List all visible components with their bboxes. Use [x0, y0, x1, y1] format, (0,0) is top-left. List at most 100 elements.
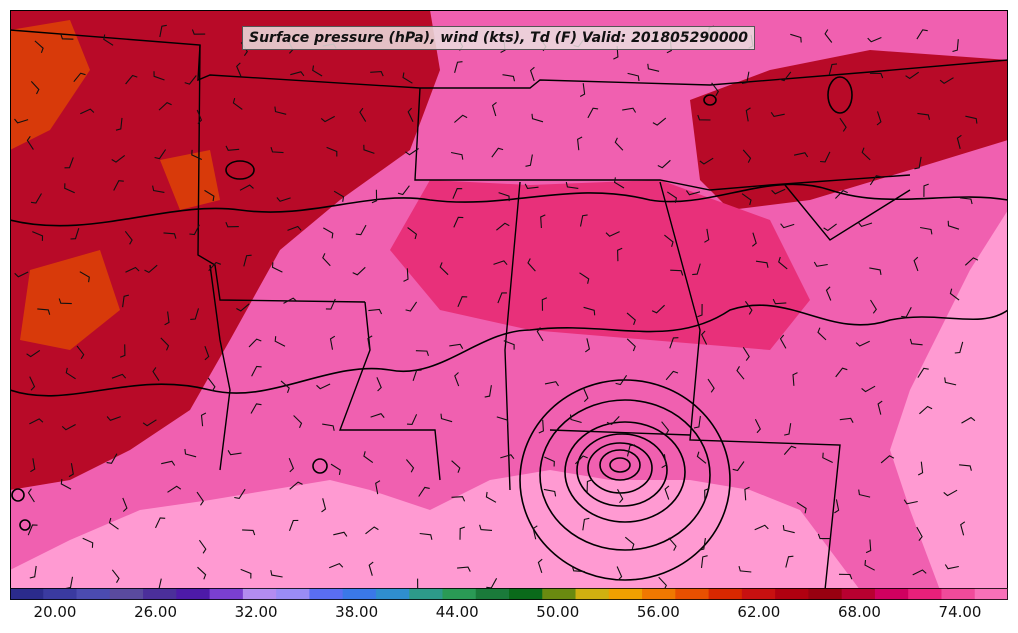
wind-barb [196, 109, 203, 124]
wind-barb [454, 61, 463, 73]
wind-barb [30, 81, 40, 95]
wind-barb [543, 488, 557, 497]
wind-barb [699, 157, 714, 165]
wind-barb [664, 234, 674, 247]
wind-barb [491, 101, 497, 117]
wind-barb [778, 256, 788, 270]
wind-barb [240, 568, 252, 579]
wind-barb [944, 564, 959, 570]
wind-barb [496, 416, 509, 426]
wind-barb [108, 517, 119, 530]
wind-barb [869, 267, 882, 275]
wind-barb [76, 345, 85, 360]
wind-barb [58, 298, 72, 305]
wind-barb [371, 189, 378, 204]
colorbar-tick-label: 44.00 [435, 603, 479, 621]
wind-barb [333, 190, 345, 202]
wind-barb [198, 539, 207, 554]
wind-barb [828, 63, 838, 76]
wind-barb [419, 532, 433, 540]
colorbar-cell [908, 588, 942, 600]
colorbar-cell [841, 588, 876, 600]
colorbar-cell [475, 588, 510, 600]
wind-barb [959, 197, 973, 205]
wind-barb [536, 327, 544, 342]
wind-barb [439, 262, 449, 276]
wind-barb [236, 303, 250, 312]
wind-barb [14, 271, 29, 278]
wind-barb [111, 569, 120, 583]
colorbar-cell [509, 588, 543, 600]
wind-barb [626, 444, 636, 457]
wind-barb [355, 224, 367, 236]
wind-barb [857, 222, 873, 228]
wind-barb [329, 335, 336, 350]
wind-barb [858, 489, 871, 498]
wind-barb [326, 146, 338, 157]
wind-barb [375, 480, 381, 495]
colorbar-cell [109, 588, 144, 600]
wind-barb [664, 485, 670, 500]
wind-barb [290, 71, 305, 77]
wind-barb [657, 159, 671, 169]
colorbar-tick-label: 38.00 [335, 603, 379, 621]
wind-barb [704, 487, 710, 502]
colorbar-cell [775, 588, 809, 600]
pressure-isobars [10, 76, 1008, 581]
colorbar-cell [342, 588, 377, 600]
wind-barb [124, 230, 133, 245]
wind-barb [155, 517, 166, 529]
wind-barb [785, 555, 794, 568]
wind-barb [122, 294, 130, 308]
wind-barb [839, 117, 847, 132]
wind-barb [544, 381, 559, 387]
wind-barb [376, 377, 382, 392]
wind-barb [125, 266, 140, 273]
wind-barb [30, 458, 36, 473]
wind-barb [73, 72, 86, 83]
atlantic-ocean [890, 210, 1008, 590]
wind-barb [27, 488, 35, 503]
wind-barb [418, 486, 430, 497]
wind-barb [363, 451, 374, 464]
wind-barb [29, 565, 37, 579]
wind-barb [60, 478, 72, 490]
wind-barb [541, 297, 548, 311]
wind-barb [914, 156, 922, 170]
colorbar [10, 588, 1008, 600]
wind-barb [274, 336, 286, 347]
wind-barb [855, 340, 870, 347]
colorbar-cell [309, 588, 344, 600]
wind-barb [670, 269, 684, 276]
colorbar-cell [542, 588, 577, 600]
wind-barb [493, 260, 508, 266]
wind-barb [813, 261, 828, 267]
wind-barb [251, 365, 262, 377]
wind-barb [741, 71, 750, 85]
wind-barb [370, 413, 385, 418]
wind-barb [583, 306, 596, 316]
wind-barb [14, 118, 29, 124]
wind-barb [30, 193, 42, 204]
wind-barb [647, 63, 660, 72]
wind-barb [283, 297, 298, 304]
wind-barb [571, 565, 585, 573]
wind-barb [820, 151, 831, 163]
wind-barb [783, 445, 797, 455]
colorbar-cell [608, 588, 643, 600]
wind-barb [959, 464, 972, 471]
wind-barb [665, 370, 679, 381]
wind-barb [917, 112, 931, 120]
wind-barb [742, 149, 752, 163]
wind-barb [912, 569, 927, 576]
wind-barb [161, 460, 176, 466]
wind-barb [742, 347, 750, 361]
wind-barb [745, 107, 751, 122]
wind-barb [870, 299, 877, 314]
wind-barb [614, 137, 624, 151]
wind-barb [368, 561, 374, 576]
wind-barb [901, 307, 912, 318]
wind-barb [738, 565, 752, 573]
wind-barb [698, 538, 706, 551]
wind-barb [484, 385, 492, 398]
